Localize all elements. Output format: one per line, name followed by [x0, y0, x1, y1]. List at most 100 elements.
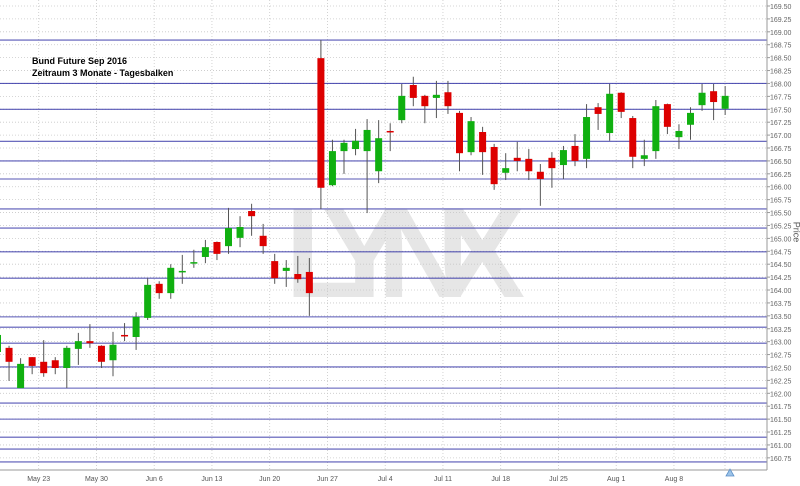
candle [51, 357, 59, 375]
candle-body [479, 132, 487, 153]
candle-body [305, 271, 313, 294]
candle-body [594, 107, 602, 114]
y-tick-label: 162.50 [770, 365, 792, 372]
y-axis-label: Price [791, 221, 800, 243]
y-tick-label: 162.25 [770, 378, 792, 385]
candle [687, 107, 694, 140]
y-tick-label: 163.25 [770, 327, 792, 334]
candle-body [698, 92, 706, 106]
y-tick-label: 167.75 [770, 94, 792, 101]
y-tick-label: 164.75 [770, 249, 792, 256]
candle [467, 117, 475, 156]
candle-body [144, 284, 152, 318]
candle [490, 143, 498, 190]
candle-body [28, 357, 36, 366]
candle [259, 223, 267, 254]
candle-body [190, 262, 198, 264]
candle-body [282, 267, 290, 271]
candle-body [571, 145, 579, 161]
x-tick-label: Jun 13 [201, 476, 222, 483]
candle-body [340, 142, 348, 152]
triangle-marker-icon [725, 468, 735, 477]
candle [40, 340, 48, 377]
candle [421, 94, 429, 124]
candle-body [271, 261, 279, 279]
candle-body [5, 347, 13, 362]
candle [305, 258, 313, 316]
candle-body [617, 92, 625, 112]
x-tick-label: Aug 1 [607, 476, 625, 483]
y-tick-label: 166.00 [770, 185, 792, 192]
candle [456, 110, 463, 172]
candle-body [409, 85, 417, 98]
candle-body [363, 129, 371, 152]
candle-body [583, 117, 591, 159]
candle [675, 124, 683, 150]
candle-body [663, 104, 671, 127]
candle [97, 345, 105, 368]
candle-body [225, 228, 232, 247]
candle [502, 153, 510, 181]
candle-body [155, 283, 163, 294]
candle [432, 80, 440, 119]
candle [5, 345, 13, 381]
y-tick-label: 166.50 [770, 159, 792, 166]
candle [0, 334, 1, 352]
candle [721, 86, 729, 115]
y-tick-label: 162.75 [770, 353, 792, 360]
y-tick-label: 165.00 [770, 236, 792, 243]
x-tick-label: Jun 6 [146, 476, 163, 483]
candle [317, 40, 325, 209]
y-tick-label: 161.50 [770, 417, 792, 424]
candle-body [352, 140, 360, 150]
candle-body [213, 241, 221, 254]
candle-body [559, 150, 567, 166]
y-tick-label: 167.25 [770, 120, 792, 127]
candle-body [236, 227, 244, 238]
candle [109, 331, 117, 377]
candle [340, 139, 348, 174]
candle [640, 139, 648, 167]
y-tick-label: 163.00 [770, 340, 792, 347]
candle-body [548, 157, 556, 169]
candle-body [421, 95, 429, 107]
y-tick-label: 169.25 [770, 17, 792, 24]
candle [121, 323, 129, 342]
y-tick-label: 168.00 [770, 81, 792, 88]
x-tick-label: Jul 18 [491, 476, 510, 483]
y-tick-label: 164.50 [770, 262, 792, 269]
x-tick-label: Aug 8 [665, 476, 683, 483]
y-tick-label: 160.75 [770, 456, 792, 463]
candle-body [317, 58, 325, 188]
candle-body [121, 334, 129, 337]
candle-body [40, 361, 48, 374]
candle-body [51, 360, 59, 368]
watermark-logo: LYNX [285, 182, 525, 325]
y-tick-label: 166.25 [770, 172, 792, 179]
candle [559, 145, 567, 179]
candle-body [167, 267, 175, 294]
y-tick-label: 163.50 [770, 314, 792, 321]
y-tick-label: 167.00 [770, 133, 792, 140]
candle-body [456, 112, 463, 154]
candle [375, 120, 383, 184]
candle [328, 139, 336, 187]
x-tick-label: Jun 27 [317, 476, 338, 483]
candle-body [17, 363, 25, 389]
candle-body [0, 334, 1, 352]
y-tick-label: 164.25 [770, 275, 792, 282]
candle [271, 253, 279, 284]
candle-body [432, 94, 440, 98]
candle [294, 255, 302, 283]
candle [617, 92, 625, 119]
candle-body [132, 316, 140, 338]
y-tick-label: 161.25 [770, 430, 792, 437]
candle-body [86, 341, 94, 344]
candle [409, 76, 417, 107]
candle-body [375, 138, 383, 172]
candle-body [248, 211, 256, 217]
candle-body [74, 341, 82, 349]
candle [398, 83, 406, 124]
y-tick-label: 165.75 [770, 198, 792, 205]
